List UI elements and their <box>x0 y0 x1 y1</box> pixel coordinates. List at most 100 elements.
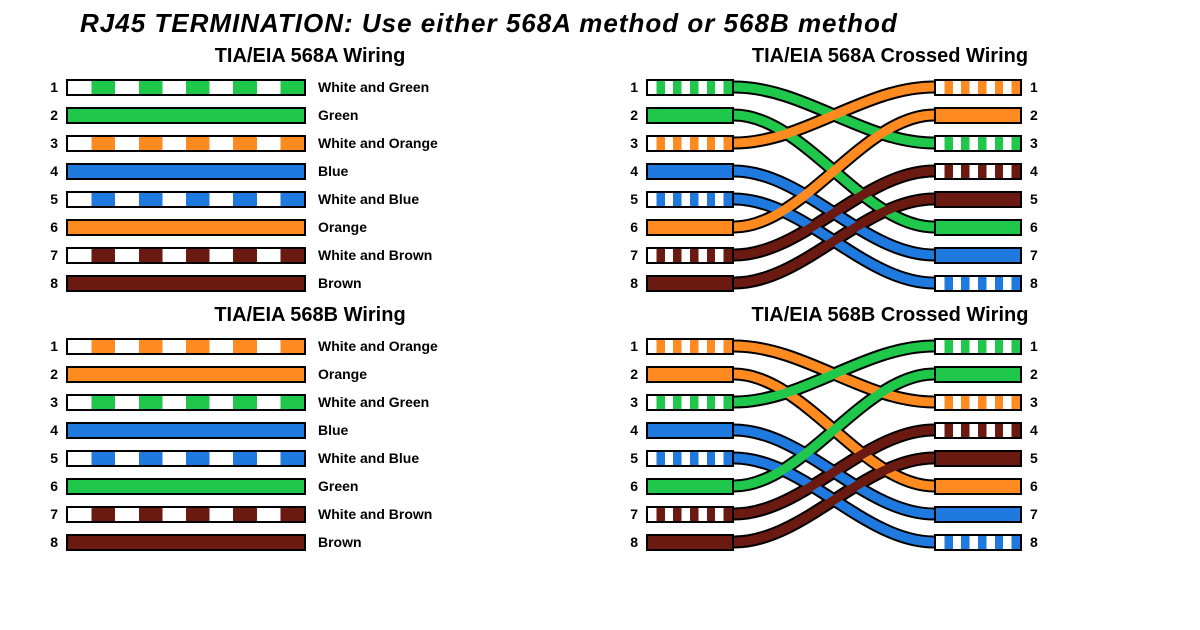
pin-number: 8 <box>40 534 58 550</box>
pin-number: 8 <box>620 534 638 550</box>
wire-stub <box>646 79 734 96</box>
wire-bar <box>66 366 306 383</box>
wire-row: 7 White and Brown <box>40 244 580 266</box>
wire-row: 2Green <box>40 104 580 126</box>
wire-row: 3White and Orange <box>40 132 580 154</box>
wire-label: White and Blue <box>318 191 419 207</box>
wire-row: 6 <box>620 216 734 238</box>
wire-stub <box>646 506 734 523</box>
wire-row: 1 <box>934 76 1048 98</box>
wire-stub <box>646 107 734 124</box>
wire-row: 3 <box>934 132 1048 154</box>
pin-number: 2 <box>40 366 58 382</box>
wire-bar <box>66 422 306 439</box>
wire-bar <box>66 107 306 124</box>
wire-row: 2 <box>620 363 734 385</box>
pin-number: 4 <box>40 163 58 179</box>
panel-title: TIA/EIA 568B Crossed Wiring <box>620 304 1160 327</box>
wire-row: 4 Blue <box>40 160 580 182</box>
wire-row: 4 <box>620 419 734 441</box>
wire-row: 7White and Brown <box>40 503 580 525</box>
wire-row: 2 <box>934 104 1048 126</box>
wire-stub <box>646 422 734 439</box>
wire-stub <box>934 422 1022 439</box>
wire-row: 5 <box>934 447 1048 469</box>
wire-bar <box>66 394 306 411</box>
pin-number: 2 <box>620 107 638 123</box>
wire-row: 4 <box>934 160 1048 182</box>
wire-bar <box>66 338 306 355</box>
wire-row: 8 <box>620 272 734 294</box>
wire-row: 3 <box>620 391 734 413</box>
wire-row: 6 <box>934 475 1048 497</box>
wire-row: 3White and Green <box>40 391 580 413</box>
wire-bar <box>66 506 306 523</box>
pin-number: 3 <box>1030 394 1048 410</box>
wire-label: Orange <box>318 366 367 382</box>
wire-row: 4 Blue <box>40 419 580 441</box>
wire-stub <box>646 478 734 495</box>
wire-label: Blue <box>318 422 348 438</box>
pin-number: 1 <box>620 338 638 354</box>
pin-number: 2 <box>620 366 638 382</box>
wire-row: 5 <box>620 447 734 469</box>
pin-number: 5 <box>1030 191 1048 207</box>
pin-number: 3 <box>1030 135 1048 151</box>
pin-number: 1 <box>1030 338 1048 354</box>
wire-row: 5 <box>620 188 734 210</box>
wire-stub <box>934 135 1022 152</box>
pin-number: 5 <box>1030 450 1048 466</box>
pin-number: 4 <box>620 422 638 438</box>
wire-row: 7 <box>934 503 1048 525</box>
wire-label: Orange <box>318 219 367 235</box>
panel-title: TIA/EIA 568A Wiring <box>40 45 580 68</box>
wiring-panel-568a-cross: TIA/EIA 568A Crossed Wiring1234567812345… <box>620 45 1160 294</box>
wire-row: 2 <box>934 363 1048 385</box>
wire-stub <box>646 450 734 467</box>
wire-row: 2 Orange <box>40 363 580 385</box>
wire-row: 7 <box>620 244 734 266</box>
wire-stub <box>646 366 734 383</box>
wire-stub <box>934 163 1022 180</box>
wire-label: White and Orange <box>318 135 438 151</box>
pin-number: 7 <box>620 506 638 522</box>
wire-label: White and Orange <box>318 338 438 354</box>
wire-label: White and Brown <box>318 247 432 263</box>
pin-number: 7 <box>620 247 638 263</box>
wire-row: 6Green <box>40 475 580 497</box>
pin-number: 7 <box>40 247 58 263</box>
wire-row: 5White and Blue <box>40 188 580 210</box>
wire-row: 8Brown <box>40 272 580 294</box>
wire-row: 7 <box>620 503 734 525</box>
wire-bar <box>66 135 306 152</box>
wire-label: Brown <box>318 534 362 550</box>
wire-stub <box>934 338 1022 355</box>
pin-number: 2 <box>1030 366 1048 382</box>
pin-number: 6 <box>620 219 638 235</box>
wire-stub <box>934 394 1022 411</box>
panel-title: TIA/EIA 568B Wiring <box>40 304 580 327</box>
wire-label: Blue <box>318 163 348 179</box>
wire-bar <box>66 79 306 96</box>
wire-row: 7 <box>934 244 1048 266</box>
wire-stub <box>934 107 1022 124</box>
wire-row: 8 <box>934 272 1048 294</box>
wire-label: White and Brown <box>318 506 432 522</box>
wire-stub <box>646 247 734 264</box>
pin-number: 3 <box>620 135 638 151</box>
panel-title: TIA/EIA 568A Crossed Wiring <box>620 45 1160 68</box>
pin-number: 3 <box>620 394 638 410</box>
wire-row: 1 <box>934 335 1048 357</box>
wire-row: 8 <box>934 531 1048 553</box>
wire-stub <box>934 534 1022 551</box>
wire-row: 5 <box>934 188 1048 210</box>
wire-bar <box>66 534 306 551</box>
wire-row: 1White and Orange <box>40 335 580 357</box>
page-title: RJ45 TERMINATION: Use either 568A method… <box>40 8 1160 39</box>
pin-number: 4 <box>40 422 58 438</box>
pin-number: 7 <box>1030 506 1048 522</box>
pin-number: 2 <box>40 107 58 123</box>
wire-stub <box>934 506 1022 523</box>
wire-stub <box>934 275 1022 292</box>
pin-number: 2 <box>1030 107 1048 123</box>
